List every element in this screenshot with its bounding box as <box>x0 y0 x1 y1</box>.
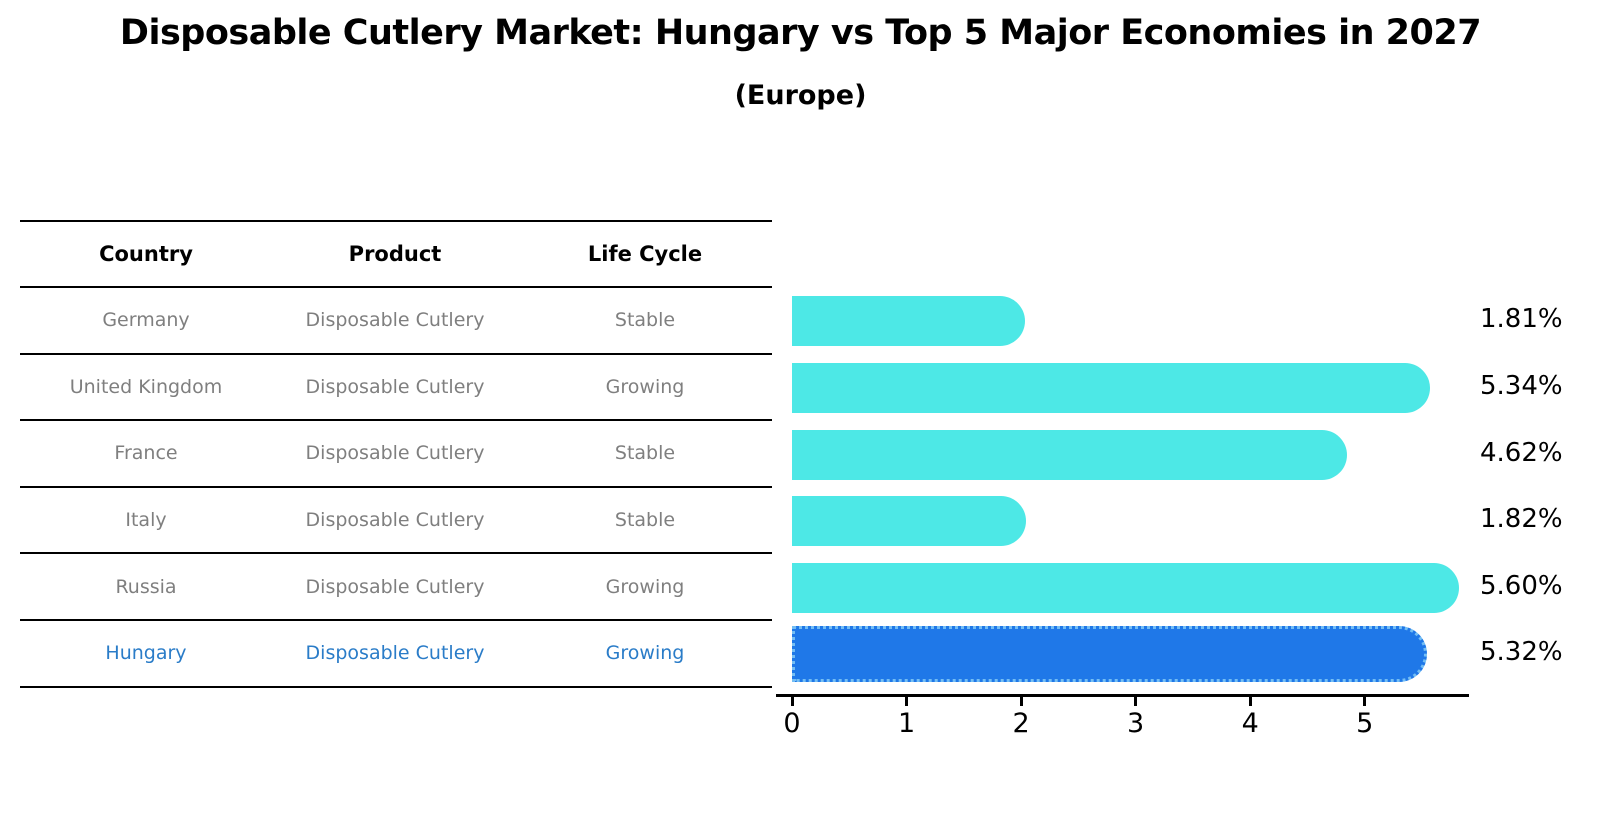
product-cell: Disposable Cutlery <box>305 509 485 532</box>
table-row-italy: Italy Disposable Cutlery Stable <box>20 488 772 555</box>
product-cell: Disposable Cutlery <box>305 642 485 665</box>
x-tick-label-4: 4 <box>1241 708 1259 739</box>
value-label-italy: 1.82% <box>1480 504 1563 535</box>
life-cycle-cell: Growing <box>605 375 685 398</box>
x-tick-mark-3 <box>1134 697 1138 706</box>
x-tick-label-3: 3 <box>1127 708 1145 739</box>
value-label-hungary: 5.32% <box>1480 637 1563 668</box>
country-cell: Russia <box>115 575 177 598</box>
table-body: Germany Disposable Cutlery Stable United Ki… <box>20 288 772 688</box>
life-cycle-cell: Growing <box>605 642 685 665</box>
bar-hungary <box>792 626 1427 683</box>
product-cell: Disposable Cutlery <box>305 575 485 598</box>
value-label-germany: 1.81% <box>1480 304 1563 335</box>
product-cell: Disposable Cutlery <box>305 442 485 465</box>
country-cell: France <box>114 442 178 465</box>
country-table: Country Product Life Cycle Germany Dispos… <box>20 220 772 688</box>
value-label-united-kingdom: 5.34% <box>1480 370 1563 401</box>
country-cell: Italy <box>125 509 167 532</box>
bar-united-kingdom <box>792 362 1430 413</box>
x-tick-label-1: 1 <box>897 708 916 739</box>
value-label-france: 4.62% <box>1480 437 1563 468</box>
table-row-germany: Germany Disposable Cutlery Stable <box>20 288 772 355</box>
life-cycle-cell: Stable <box>614 509 676 532</box>
column-header-life-cycle: Life Cycle <box>587 242 703 266</box>
x-axis-line <box>776 694 1469 697</box>
x-tick-mark-2 <box>1019 697 1023 706</box>
x-tick-label-5: 5 <box>1356 708 1374 739</box>
x-tick-mark-1 <box>905 697 909 706</box>
column-header-country: Country <box>99 242 193 266</box>
table-row-france: France Disposable Cutlery Stable <box>20 421 772 488</box>
table-row-united-kingdom: United Kingdom Disposable Cutlery Growing <box>20 355 772 422</box>
x-tick-label-2: 2 <box>1012 708 1030 739</box>
country-cell: Germany <box>102 309 190 332</box>
column-header-product: Product <box>348 242 442 266</box>
bar-france <box>792 429 1347 480</box>
bar-germany <box>792 296 1025 347</box>
x-tick-label-0: 0 <box>783 708 801 739</box>
value-label-russia: 5.60% <box>1480 570 1563 601</box>
table-row-russia: Russia Disposable Cutlery Growing <box>20 554 772 621</box>
table-row-hungary: Hungary Disposable Cutlery Growing <box>20 621 772 688</box>
product-cell: Disposable Cutlery <box>305 375 485 398</box>
life-cycle-cell: Stable <box>614 442 676 465</box>
x-tick-mark-4 <box>1248 697 1252 706</box>
life-cycle-cell: Stable <box>614 309 676 332</box>
x-tick-mark-5 <box>1363 697 1367 706</box>
chart-subtitle: (Europe) <box>734 80 867 111</box>
product-cell: Disposable Cutlery <box>305 309 485 332</box>
bar-italy <box>792 496 1026 547</box>
country-cell: Hungary <box>105 642 187 665</box>
country-cell: United Kingdom <box>69 375 223 398</box>
x-tick-mark-0 <box>790 697 794 706</box>
life-cycle-cell: Growing <box>605 575 685 598</box>
chart-title: Disposable Cutlery Market: Hungary vs To… <box>119 13 1482 53</box>
bar-russia <box>792 562 1459 613</box>
table-header-row: Country Product Life Cycle <box>20 220 772 288</box>
